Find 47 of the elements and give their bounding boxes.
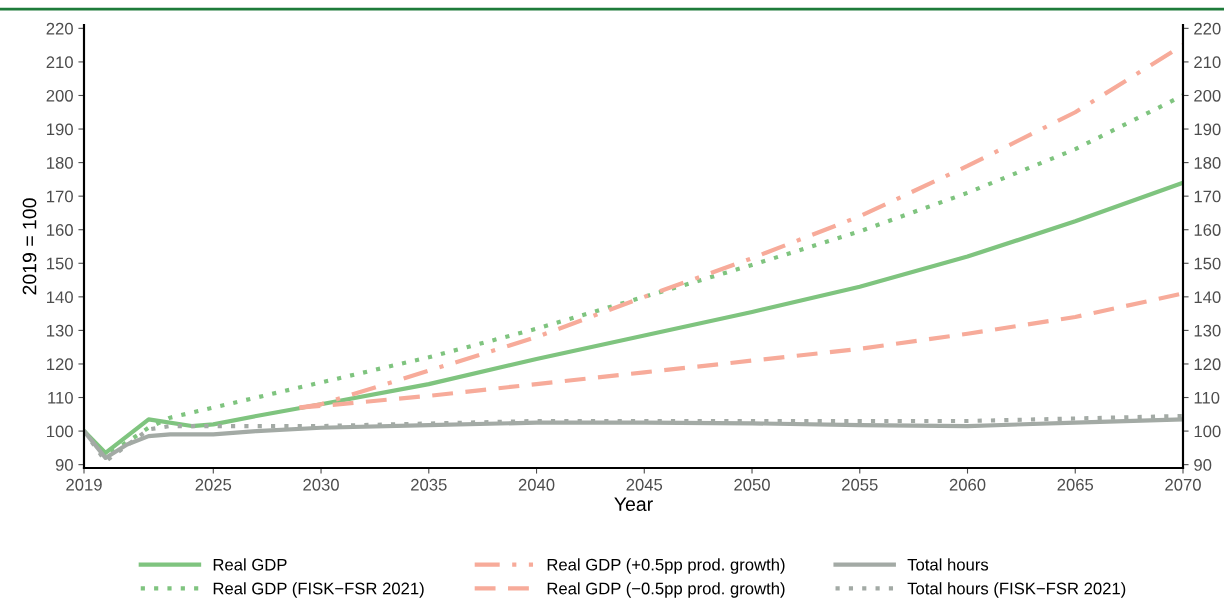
y-tick-label: 140 [47,291,73,304]
y2-tick-label: 190 [1194,123,1221,136]
y2-tick-label: 220 [1194,22,1221,35]
y-tick-label: 130 [47,324,73,337]
x-tick-label: 2045 [626,478,663,491]
x-tick-label: 2040 [518,478,555,491]
y-tick-label: 220 [46,22,73,35]
legend-label: Total hours (FISK−FSR 2021) [907,582,1126,598]
x-tick-label: 2070 [1165,478,1201,491]
x-axis-title: Year [614,497,653,512]
y-tick-label: 180 [47,157,73,169]
x-tick-label: 2030 [303,478,339,491]
y2-tick-label: 140 [1194,291,1221,304]
y-tick-label: 170 [47,190,73,203]
x-tick-label: 2019 [66,478,102,491]
y-tick-label: 190 [47,123,73,136]
y-tick-label: 210 [46,56,73,69]
y-tick-label: 90 [55,459,73,471]
legend-label: Real GDP [213,558,287,571]
y-tick-label: 100 [47,425,73,438]
y-axis-title: 2019 = 100 [22,198,37,295]
x-tick-label: 2060 [949,478,986,491]
legend-label: Real GDP (+0.5pp prod. growth) [547,558,785,574]
y2-tick-label: 200 [1194,89,1221,102]
y-tick-label: 200 [46,89,73,102]
y2-tick-label: 130 [1194,324,1221,337]
x-tick-label: 2055 [842,478,878,491]
legend-label: Total hours [907,558,989,571]
x-tick-label: 2025 [195,478,232,491]
y2-tick-label: 170 [1194,190,1221,203]
legend-label: Real GDP (−0.5pp prod. growth) [547,582,785,598]
y2-tick-label: 150 [1194,257,1221,270]
y-tick-label: 160 [47,224,73,236]
legend-label: Real GDP (FISK−FSR 2021) [213,582,424,598]
x-tick-label: 2035 [411,478,447,491]
y2-tick-label: 160 [1194,224,1221,236]
y2-tick-label: 180 [1194,157,1221,169]
y2-tick-label: 100 [1194,425,1221,438]
y-tick-label: 110 [48,391,73,404]
x-tick-label: 2050 [734,478,770,491]
y-tick-label: 150 [47,257,73,270]
x-tick-label: 2065 [1057,478,1094,491]
y2-tick-label: 90 [1194,459,1212,471]
y2-tick-label: 120 [1194,358,1221,371]
y2-tick-label: 110 [1194,391,1220,404]
y2-tick-label: 210 [1194,56,1221,69]
y-tick-label: 120 [47,358,73,371]
